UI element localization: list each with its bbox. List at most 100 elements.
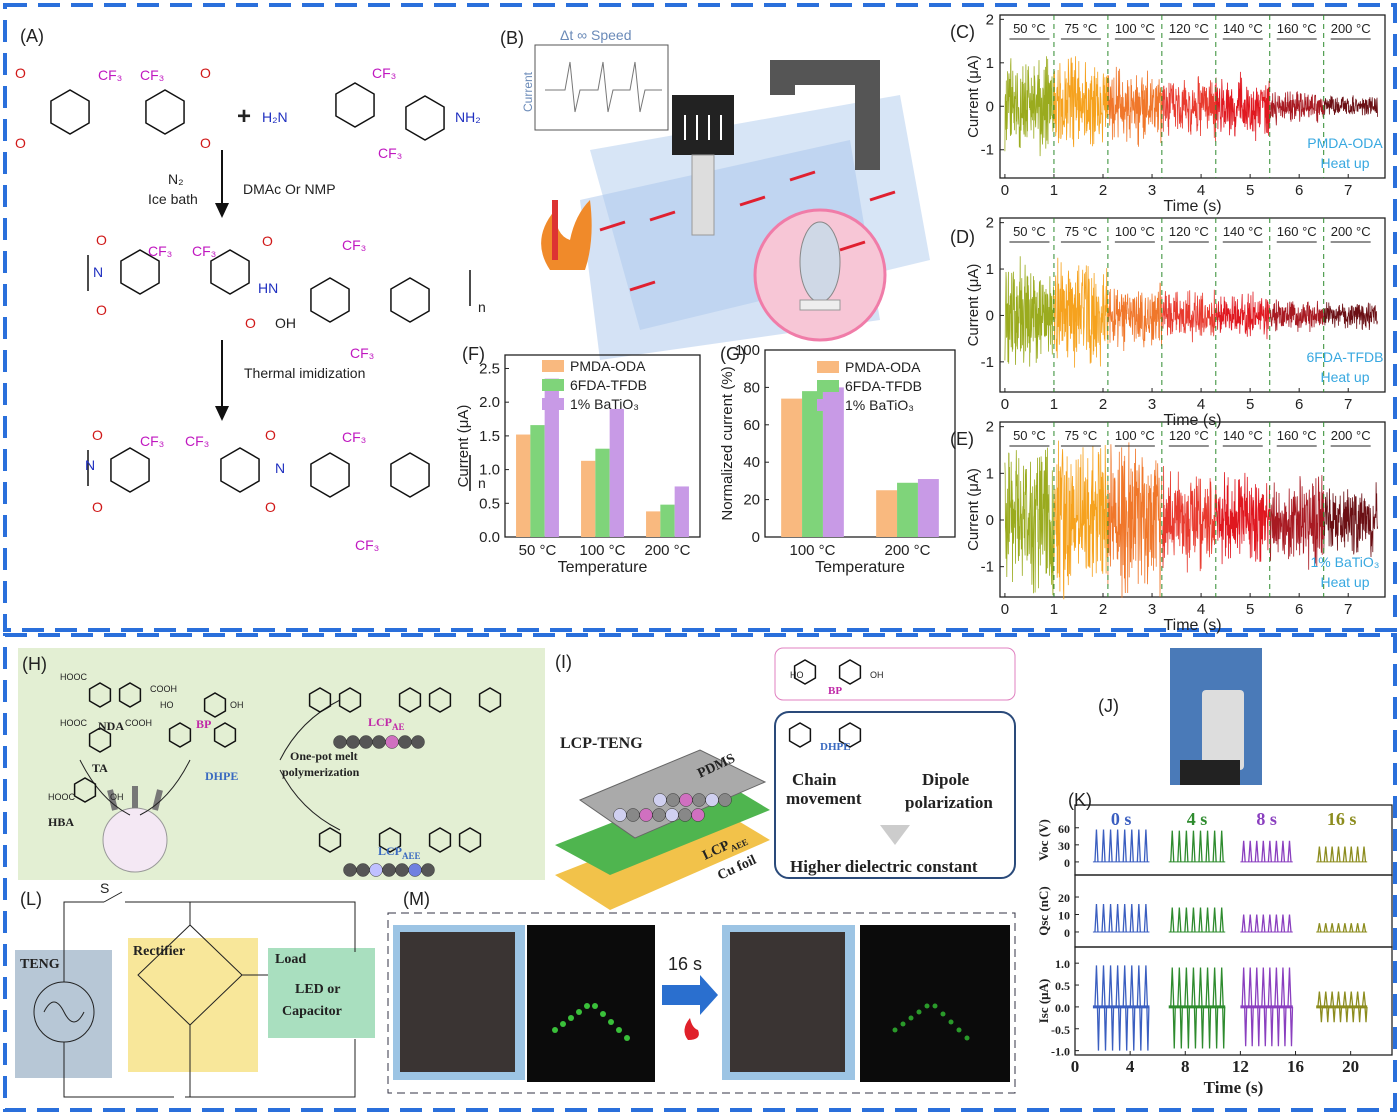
x-tick-label: 1 bbox=[1050, 182, 1058, 199]
ring bbox=[220, 447, 260, 493]
group: CF₃ bbox=[148, 243, 172, 259]
x-tick-label: 4 bbox=[1197, 396, 1205, 413]
panel-label: (B) bbox=[500, 28, 524, 48]
step: Thermal imidization bbox=[244, 365, 365, 381]
pulse bbox=[1336, 991, 1341, 1007]
segment-label: 50 °C bbox=[1013, 428, 1046, 443]
x-tick-label: 2 bbox=[1099, 396, 1107, 413]
pulse bbox=[1241, 914, 1246, 933]
atom: O bbox=[265, 499, 276, 515]
y-tick-label: 0.5 bbox=[1055, 979, 1070, 993]
x-tick-label: 4 bbox=[1197, 601, 1205, 618]
pulse bbox=[1198, 967, 1203, 1007]
x-tick-label: 3 bbox=[1148, 396, 1156, 413]
thermometer bbox=[552, 200, 558, 260]
pulse bbox=[1342, 923, 1348, 933]
ball bbox=[705, 793, 719, 807]
x-tick-label: 100 °C bbox=[789, 542, 835, 559]
current-trace bbox=[1323, 95, 1378, 117]
ball bbox=[421, 863, 435, 877]
note: Heat up bbox=[1320, 155, 1369, 171]
atom: N bbox=[93, 264, 103, 280]
pulse bbox=[1191, 967, 1196, 1007]
group: HOOC bbox=[60, 672, 88, 682]
polymer-sub: AEE bbox=[402, 851, 421, 861]
x-axis-label: Temperature bbox=[815, 559, 905, 576]
bottom-frame bbox=[3, 633, 1397, 1112]
pulse bbox=[1136, 965, 1141, 1007]
polymer: LCPAE bbox=[368, 715, 405, 732]
zoom-base bbox=[799, 299, 841, 311]
plot-frame bbox=[999, 14, 1386, 179]
heat-arrows bbox=[599, 170, 896, 292]
bar bbox=[660, 504, 675, 537]
pulse bbox=[1280, 840, 1286, 862]
current-trace bbox=[1215, 472, 1271, 565]
led bbox=[924, 1003, 930, 1009]
group: H₂N bbox=[262, 109, 288, 125]
pulse bbox=[1361, 923, 1367, 933]
ring bbox=[308, 687, 332, 713]
y-axis-label: Current (μA) bbox=[455, 405, 472, 488]
led bbox=[624, 1035, 630, 1041]
wires bbox=[63, 901, 356, 1098]
current-trace bbox=[1107, 66, 1163, 147]
x-tick-label: 0 bbox=[1001, 601, 1009, 618]
pulse bbox=[1184, 967, 1189, 1007]
atom: O bbox=[92, 427, 103, 443]
legend-swatch bbox=[817, 380, 839, 392]
pulse bbox=[1274, 914, 1279, 933]
pulse bbox=[1143, 903, 1149, 933]
repeat: n bbox=[478, 299, 486, 315]
ball bbox=[346, 735, 360, 749]
led bbox=[908, 1015, 914, 1021]
pulse bbox=[1122, 965, 1127, 1007]
ball bbox=[333, 735, 347, 749]
panel-label: (L) bbox=[20, 889, 42, 909]
pulse bbox=[1108, 965, 1113, 1007]
pulse bbox=[1129, 903, 1134, 933]
plot-frame bbox=[1074, 946, 1393, 1056]
group: CF₃ bbox=[342, 429, 366, 445]
pulse bbox=[1193, 1006, 1198, 1049]
ring bbox=[88, 682, 112, 708]
ball bbox=[665, 808, 679, 822]
y-tick-label: 0 bbox=[986, 307, 994, 324]
pulse bbox=[1179, 1006, 1183, 1049]
x-tick-label: 7 bbox=[1344, 396, 1352, 413]
segment-label: 140 °C bbox=[1223, 224, 1263, 239]
current-trace bbox=[1269, 475, 1325, 570]
panel-label: (C) bbox=[950, 22, 975, 42]
current-trace bbox=[1269, 91, 1325, 126]
group: CF₃ bbox=[98, 67, 122, 83]
monomer: NDA bbox=[98, 719, 124, 733]
polymer-name: LCP bbox=[378, 844, 402, 858]
pulse bbox=[1280, 967, 1286, 1007]
segment-label: 120 °C bbox=[1169, 21, 1209, 36]
led bbox=[964, 1035, 970, 1041]
x-tick-label: 50 °C bbox=[519, 542, 557, 559]
segment-label: 160 °C bbox=[1277, 224, 1317, 239]
note: Heat up bbox=[1320, 574, 1369, 590]
pulse bbox=[1287, 967, 1292, 1007]
atom: N bbox=[85, 457, 95, 473]
panel-label: (F) bbox=[462, 344, 485, 364]
ring bbox=[145, 89, 185, 135]
monomer: TA bbox=[92, 761, 108, 775]
x-tick-label: 6 bbox=[1295, 396, 1303, 413]
plot-frame bbox=[999, 217, 1386, 393]
bar bbox=[822, 387, 844, 537]
pulse bbox=[1336, 923, 1341, 933]
group: NH₂ bbox=[455, 109, 481, 125]
fabric bbox=[400, 932, 515, 1072]
bar bbox=[516, 434, 531, 537]
pulse bbox=[1323, 923, 1328, 933]
segment-label: 100 °C bbox=[1115, 428, 1155, 443]
condition: Ice bath bbox=[148, 191, 198, 207]
pulse bbox=[1143, 829, 1149, 862]
atom: N bbox=[275, 460, 285, 476]
y-tick-label: 1 bbox=[986, 465, 994, 482]
x-tick-label: 200 °C bbox=[884, 542, 930, 559]
y-tick-label: 0 bbox=[1064, 856, 1070, 870]
